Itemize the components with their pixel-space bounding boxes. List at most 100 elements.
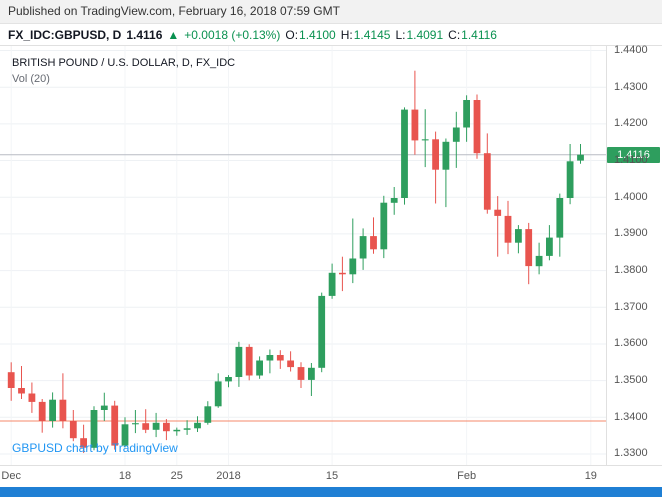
chart-title: BRITISH POUND / U.S. DOLLAR, D, FX_IDC bbox=[12, 57, 236, 69]
candle bbox=[235, 346, 243, 377]
candle bbox=[111, 405, 119, 446]
open-label: O: bbox=[285, 27, 299, 42]
price-axis-tick: 1.4100 bbox=[614, 154, 648, 167]
candle bbox=[256, 360, 263, 376]
candle bbox=[577, 154, 584, 161]
candle bbox=[349, 258, 357, 275]
candle bbox=[463, 100, 470, 128]
price-axis-tick: 1.3600 bbox=[614, 337, 648, 350]
price-axis-tick: 1.3700 bbox=[614, 300, 648, 313]
candle bbox=[194, 422, 201, 429]
open-value: 1.4100 bbox=[299, 27, 336, 42]
price-axis-tick: 1.4400 bbox=[614, 44, 648, 57]
candle bbox=[183, 428, 191, 430]
candle bbox=[59, 399, 67, 421]
watermark-link[interactable]: GBPUSD chart by TradingView bbox=[12, 441, 178, 455]
candle bbox=[483, 153, 491, 210]
candle bbox=[90, 410, 98, 448]
candle bbox=[411, 109, 419, 141]
time-axis-tick: 19 bbox=[584, 470, 597, 482]
last-price: 1.4116 bbox=[126, 27, 163, 42]
candle bbox=[297, 367, 305, 380]
candle bbox=[121, 424, 129, 446]
candle bbox=[69, 421, 77, 439]
candle bbox=[390, 198, 398, 203]
price-axis-tick: 1.3300 bbox=[614, 447, 648, 460]
candle bbox=[28, 393, 36, 402]
time-axis-tick: 18 bbox=[118, 470, 132, 482]
chart-legend: BRITISH POUND / U.S. DOLLAR, D, FX_IDC V… bbox=[12, 55, 235, 87]
candle bbox=[359, 236, 367, 259]
candle bbox=[245, 346, 253, 376]
chart-plot-area[interactable]: BRITISH POUND / U.S. DOLLAR, D, FX_IDC V… bbox=[0, 45, 606, 465]
candle bbox=[308, 367, 315, 380]
chart-top-border bbox=[0, 45, 662, 46]
candle bbox=[225, 377, 232, 382]
candle bbox=[504, 215, 512, 243]
high-value: 1.4145 bbox=[353, 27, 391, 42]
price-axis-tick: 1.3900 bbox=[614, 227, 648, 240]
bottom-blue-bar bbox=[0, 487, 662, 497]
published-bar: Published on TradingView.com, February 1… bbox=[0, 0, 662, 24]
price-axis-tick: 1.4200 bbox=[614, 117, 648, 130]
up-arrow-icon: ▲ bbox=[167, 27, 180, 42]
candle bbox=[494, 209, 502, 216]
candle bbox=[276, 355, 284, 361]
indicator-label[interactable]: Vol (20) bbox=[12, 73, 50, 85]
candle bbox=[142, 423, 150, 430]
low-value: 1.4091 bbox=[406, 27, 444, 42]
price-axis-tick: 1.3500 bbox=[614, 374, 648, 387]
candle bbox=[152, 422, 160, 430]
candle bbox=[339, 272, 346, 275]
candle bbox=[556, 198, 564, 238]
candle bbox=[18, 388, 25, 394]
candle bbox=[432, 139, 439, 170]
candle bbox=[421, 139, 429, 141]
candle bbox=[132, 423, 139, 425]
price-axis-tick: 1.4300 bbox=[614, 80, 648, 93]
candle bbox=[163, 422, 170, 432]
candle bbox=[380, 202, 388, 250]
time-axis-tick: Feb bbox=[457, 470, 477, 482]
candle bbox=[401, 109, 408, 198]
price-axis[interactable]: 1.4116 1.4400 1.4300 1.4200 1.4100 1.4000 1.3… bbox=[606, 44, 662, 465]
candle bbox=[214, 381, 222, 407]
candle bbox=[287, 360, 294, 368]
price-axis-border bbox=[606, 45, 607, 465]
price-axis-tick: 1.3800 bbox=[614, 264, 648, 277]
time-axis-tick: Dec bbox=[1, 470, 21, 482]
high-label: H: bbox=[340, 27, 353, 42]
candle bbox=[473, 100, 481, 154]
candle bbox=[546, 237, 553, 256]
close-label: C: bbox=[448, 27, 461, 42]
time-axis-tick: 2018 bbox=[216, 470, 241, 482]
candlestick-chart[interactable] bbox=[0, 45, 606, 465]
candle bbox=[80, 438, 87, 448]
price-axis-tick: 1.3400 bbox=[614, 410, 648, 423]
candle bbox=[515, 229, 522, 243]
time-axis-tick: 15 bbox=[325, 470, 339, 482]
candle bbox=[49, 399, 56, 421]
candle bbox=[442, 141, 450, 170]
symbol-info-bar: FX_IDC:GBPUSD, D 1.4116 ▲ +0.0018 (+0.13… bbox=[0, 24, 662, 45]
candle bbox=[173, 429, 181, 432]
candle bbox=[566, 161, 574, 198]
candle bbox=[328, 272, 336, 296]
price-change: +0.0018 (+0.13%) bbox=[184, 27, 281, 42]
time-axis[interactable]: Dec 18 25 2018 15 Feb 19 bbox=[0, 465, 662, 487]
price-axis-tick: 1.4000 bbox=[614, 190, 648, 203]
candle bbox=[38, 401, 46, 421]
candle bbox=[100, 405, 108, 410]
candle bbox=[318, 295, 326, 368]
time-axis-tick: 25 bbox=[170, 470, 183, 482]
current-price-label: 1.4116 bbox=[607, 146, 660, 163]
candle bbox=[370, 236, 377, 250]
candle bbox=[266, 355, 274, 361]
low-label: L: bbox=[395, 27, 406, 42]
candle bbox=[525, 229, 533, 267]
time-axis-border bbox=[0, 465, 662, 466]
published-text: Published on TradingView.com, February 1… bbox=[8, 4, 340, 18]
candle bbox=[7, 372, 15, 388]
close-value: 1.4116 bbox=[461, 27, 497, 42]
